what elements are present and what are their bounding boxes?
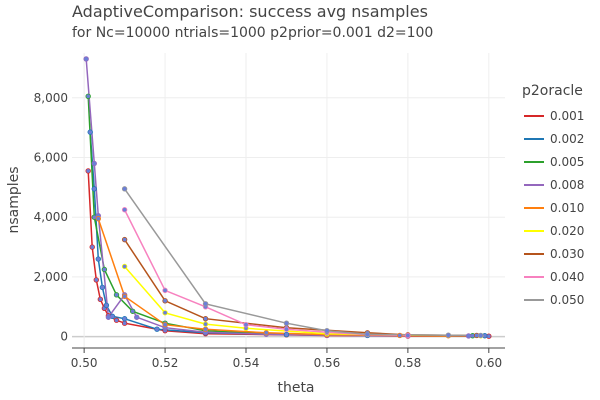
data-point (202, 326, 209, 332)
legend-label: 0.040 (550, 270, 584, 284)
chart-subtitle: for Nc=10000 ntrials=1000 p2prior=0.001 … (72, 25, 433, 41)
data-point (364, 331, 371, 337)
x-tick-label: 0.60 (475, 356, 502, 370)
data-point (91, 160, 97, 167)
data-point (243, 322, 249, 328)
data-point (113, 292, 120, 298)
data-point (154, 326, 160, 332)
legend: p2oracle 0.001 0.002 0.005 0.008 0.010 0.020 0… (522, 83, 584, 307)
data-point (263, 330, 269, 336)
series-markers (83, 56, 492, 339)
data-point (91, 186, 97, 192)
data-point (87, 129, 93, 135)
data-point (134, 314, 140, 320)
legend-label: 0.050 (550, 293, 584, 307)
data-point (397, 332, 403, 339)
x-tick-label: 0.56 (314, 356, 341, 370)
legend-label: 0.002 (550, 132, 584, 146)
data-point (97, 296, 104, 303)
data-point (202, 301, 209, 307)
series-line-0.005 (87, 96, 473, 337)
data-point (283, 320, 290, 326)
data-point (121, 316, 128, 322)
series-line-0.050 (123, 188, 481, 337)
data-point (101, 266, 108, 273)
legend-label: 0.010 (550, 201, 584, 215)
data-point (162, 287, 168, 294)
legend-title: p2oracle (522, 83, 583, 99)
data-point (85, 93, 91, 99)
x-axis-ticks: 0.50 0.52 0.54 0.56 0.58 0.60 (71, 348, 502, 370)
y-tick-label: 6,000 (34, 151, 68, 165)
data-point (162, 322, 168, 328)
gridlines (72, 53, 505, 348)
data-point (121, 320, 128, 326)
data-point (162, 310, 168, 316)
data-point (162, 298, 168, 304)
x-tick-label: 0.52 (152, 356, 179, 370)
y-tick-label: 0 (60, 330, 68, 344)
data-point (121, 236, 128, 243)
data-point (405, 332, 411, 339)
data-point (83, 56, 89, 62)
legend-label: 0.005 (550, 155, 584, 169)
y-tick-label: 8,000 (34, 91, 68, 105)
data-point (121, 207, 128, 213)
data-point (202, 316, 209, 322)
data-point (85, 168, 91, 174)
series-line-0.008 (85, 58, 469, 337)
data-point (283, 326, 290, 332)
data-point (445, 332, 452, 338)
y-tick-label: 4,000 (34, 210, 68, 224)
data-point (202, 321, 209, 327)
data-point (121, 186, 128, 192)
data-point (121, 293, 128, 300)
data-point (93, 277, 99, 283)
x-tick-label: 0.54 (233, 356, 260, 370)
series-line-0.040 (123, 209, 408, 337)
data-point (283, 331, 290, 338)
x-tick-label: 0.50 (71, 356, 98, 370)
data-point (99, 284, 106, 291)
y-axis-label: nsamples (6, 166, 22, 233)
y-axis-ticks: 0 2,000 4,000 6,000 8,000 (34, 91, 68, 344)
x-axis-label: theta (277, 380, 314, 396)
data-point (103, 302, 110, 309)
chart-title: AdaptiveComparison: success avg nsamples (72, 2, 428, 21)
x-tick-label: 0.58 (395, 356, 422, 370)
series-line-0.001 (87, 170, 489, 337)
data-point (130, 308, 136, 314)
data-point (121, 263, 128, 270)
data-point (465, 333, 472, 339)
data-point (95, 216, 102, 222)
data-point (478, 332, 484, 339)
data-point (95, 256, 102, 262)
data-point (105, 314, 112, 320)
legend-label: 0.008 (550, 178, 584, 192)
legend-label: 0.030 (550, 247, 584, 261)
data-point (324, 327, 330, 334)
data-point (113, 317, 120, 323)
series-line-0.030 (123, 239, 477, 337)
series-line-0.002 (89, 132, 485, 337)
y-tick-label: 2,000 (34, 270, 68, 284)
series-lines (85, 58, 489, 337)
data-point (89, 244, 95, 250)
legend-label: 0.001 (550, 109, 584, 123)
legend-label: 0.020 (550, 224, 584, 238)
